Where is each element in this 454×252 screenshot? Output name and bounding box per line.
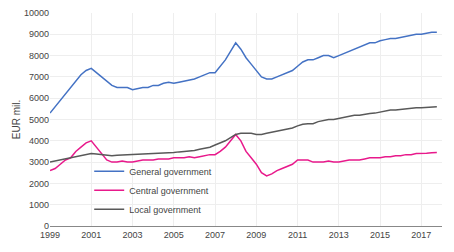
svg-text:2017: 2017 [411, 230, 431, 240]
svg-text:2009: 2009 [246, 230, 266, 240]
svg-text:General government: General government [129, 167, 212, 177]
svg-text:0: 0 [44, 221, 49, 231]
svg-text:8000: 8000 [29, 51, 49, 61]
svg-text:6000: 6000 [29, 93, 49, 103]
svg-text:2007: 2007 [205, 230, 225, 240]
svg-text:1999: 1999 [40, 230, 60, 240]
svg-text:2015: 2015 [370, 230, 390, 240]
svg-text:10000: 10000 [24, 8, 49, 18]
svg-text:2003: 2003 [123, 230, 143, 240]
svg-text:4000: 4000 [29, 136, 49, 146]
svg-text:Local government: Local government [129, 205, 201, 215]
svg-text:9000: 9000 [29, 29, 49, 39]
svg-text:2013: 2013 [329, 230, 349, 240]
svg-text:1000: 1000 [29, 200, 49, 210]
svg-text:EUR mil.: EUR mil. [11, 100, 22, 139]
svg-text:2011: 2011 [288, 230, 307, 240]
svg-text:2001: 2001 [81, 230, 101, 240]
svg-text:Central government: Central government [129, 186, 209, 196]
svg-text:5000: 5000 [29, 115, 49, 125]
svg-text:3000: 3000 [29, 157, 49, 167]
svg-text:7000: 7000 [29, 72, 49, 82]
svg-text:2005: 2005 [164, 230, 184, 240]
svg-text:2000: 2000 [29, 179, 49, 189]
